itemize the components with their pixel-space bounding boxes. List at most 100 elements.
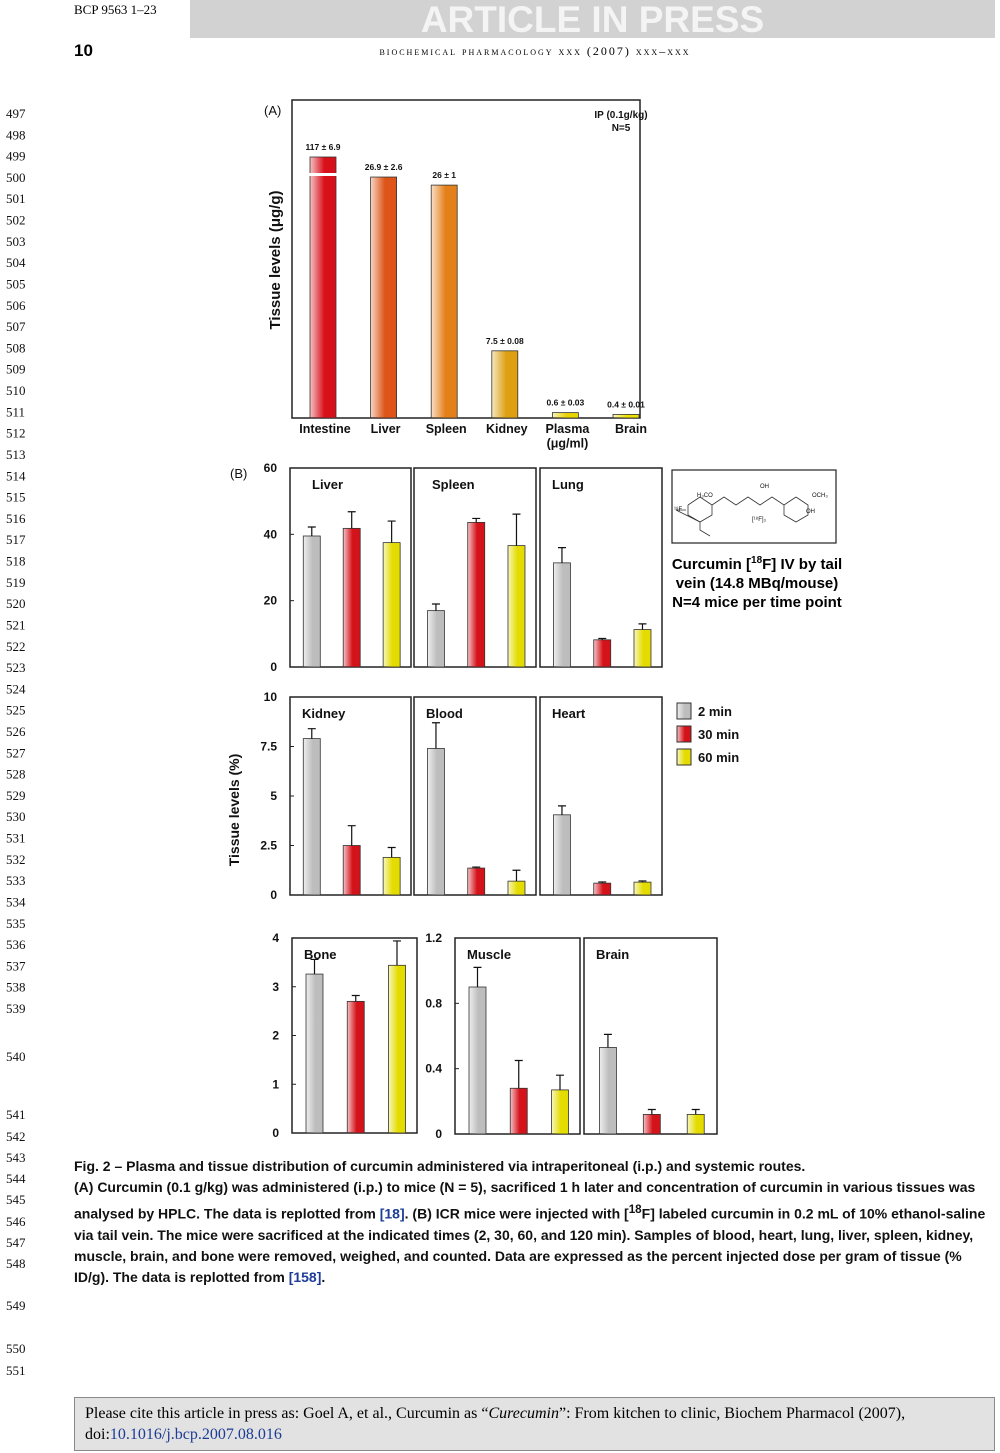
line-number: 535 [6, 916, 26, 931]
error-bar [351, 994, 360, 1002]
line-number: 533 [6, 873, 26, 888]
line-number: 526 [6, 724, 26, 739]
error-bar [647, 1108, 656, 1115]
plot-frame [291, 99, 641, 419]
panel-title: Spleen [432, 477, 475, 492]
structure-bonds [783, 496, 809, 523]
y-tick-label: 0.4 [425, 1062, 442, 1076]
bar [302, 738, 321, 896]
error-bar [347, 511, 356, 529]
line-number: 513 [6, 447, 26, 462]
error-bar [387, 846, 396, 858]
line-number: 510 [6, 383, 26, 398]
y-tick-label: 1 [272, 1077, 279, 1091]
bar [342, 845, 361, 896]
reference-link[interactable]: [158] [288, 1269, 322, 1286]
line-number: 544 [6, 1171, 26, 1186]
x-tick-label: Liver [371, 422, 401, 436]
line-number: 545 [6, 1192, 26, 1207]
journal-title: biochemical pharmacology xxx (2007) xxx–… [379, 44, 691, 58]
line-number: 497 [6, 106, 26, 121]
y-tick-label: 1.2 [425, 931, 442, 945]
caption-text: F] labeled curcumin in 0.2 mL of 10% eth… [74, 1205, 986, 1286]
structure-bonds [687, 496, 713, 523]
bar [302, 535, 321, 668]
error-bar [431, 603, 440, 611]
error-bar [638, 623, 647, 630]
line-number: 547 [6, 1235, 26, 1250]
line-number: 499 [6, 149, 26, 164]
error-bar [598, 881, 607, 884]
caption-text: (A) Curcumin (0.1 g/kg) was administered… [74, 1179, 976, 1222]
annotation-text: Curcumin [ [671, 556, 752, 573]
error-bar [557, 805, 566, 815]
annotation: Curcumin [18F] IV by tail vein (14.8 MBq… [662, 551, 852, 612]
error-bar [393, 940, 401, 966]
bar [552, 412, 579, 419]
axis-break [309, 173, 337, 176]
y-tick-label: 2 [272, 1029, 279, 1043]
doi-link[interactable]: 10.1016/j.bcp.2007.08.016 [109, 1426, 282, 1443]
line-number: 538 [6, 980, 26, 995]
structure-label: [¹⁸F]₃ [752, 516, 767, 523]
y-tick-label: 0 [270, 660, 277, 674]
structure-label: ¹⁸F [674, 506, 683, 513]
line-number: 519 [6, 575, 26, 590]
line-number: 537 [6, 958, 26, 973]
line-number: 520 [6, 596, 26, 611]
bar [553, 562, 571, 668]
caption-text: . [321, 1269, 326, 1286]
caption: Fig. 2 – Plasma and tissue distribution … [74, 1156, 989, 1288]
error-bar [473, 966, 482, 987]
bar [427, 610, 445, 668]
panel-title: Kidney [302, 706, 346, 721]
line-number: 498 [6, 127, 26, 142]
error-bar [431, 722, 440, 749]
error-bar [512, 869, 521, 882]
bar [507, 880, 526, 896]
line-number: 541 [6, 1107, 26, 1122]
error-bar [638, 880, 647, 883]
structure-bonds [711, 496, 797, 506]
bar [346, 1000, 365, 1134]
value-label: 117 ± 6.9 [306, 142, 341, 152]
banner: ARTICLE IN PRESS [190, 0, 995, 40]
line-number: 524 [6, 681, 26, 696]
bar [593, 882, 612, 896]
line-number: 527 [6, 745, 26, 760]
structure-label: OH [806, 509, 815, 515]
page-number: 10 [74, 41, 93, 60]
y-tick-label: 60 [264, 461, 278, 475]
bar [593, 639, 612, 668]
bar [382, 856, 401, 896]
x-tick-label: Intestine [299, 422, 350, 436]
x-tick-label: Plasma (μg/ml) [546, 422, 591, 450]
superscript: 18 [751, 555, 763, 566]
error-bar [557, 547, 566, 563]
structure-label: H₃CO [697, 493, 713, 499]
line-number: 532 [6, 852, 26, 867]
line-number: 536 [6, 937, 26, 952]
bar [467, 867, 486, 896]
panel-label: (B) [230, 466, 247, 481]
bar [467, 521, 486, 668]
line-number: 546 [6, 1214, 26, 1229]
error-bar [307, 526, 316, 536]
line-number: 542 [6, 1129, 26, 1144]
error-bar [603, 1033, 612, 1048]
line-number: 543 [6, 1150, 26, 1165]
bar [686, 1114, 705, 1135]
error-bar [307, 728, 316, 739]
citation-text: ”: From kitchen to clinic, Biochem Pharm… [85, 1405, 906, 1443]
reference-link[interactable]: [18] [379, 1205, 405, 1222]
structure-bonds [675, 509, 711, 537]
y-tick-label: 0.8 [425, 996, 442, 1010]
bar [382, 542, 401, 668]
bar [507, 545, 526, 668]
annotation: IP (0.1g/kg) [594, 110, 647, 121]
annotation: N=5 [612, 123, 631, 134]
y-axis-label: Tissue levels (%) [226, 754, 242, 867]
bar [612, 414, 640, 419]
